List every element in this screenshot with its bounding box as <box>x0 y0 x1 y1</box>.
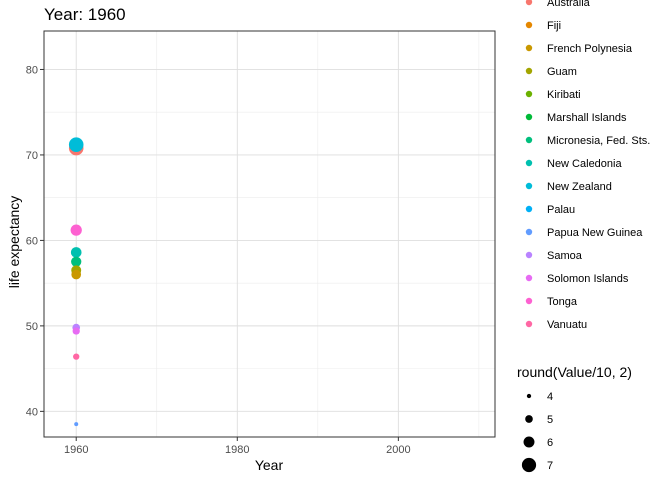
data-point <box>70 247 82 258</box>
panel-border <box>43 30 496 438</box>
legend-key <box>525 67 533 75</box>
data-point <box>71 269 82 280</box>
legend-label: Papua New Guinea <box>547 227 643 239</box>
data-point <box>72 327 80 335</box>
legend-key <box>525 251 533 259</box>
color-legend: Australia Fiji French Polynesia Guam Kiribat… <box>525 0 650 331</box>
legend-label: Marshall Islands <box>547 112 627 124</box>
size-legend-key <box>526 393 532 399</box>
legend-label: Palau <box>547 204 575 216</box>
x-tick-label: 1980 <box>225 444 249 456</box>
legend-key <box>525 182 533 190</box>
legend-key <box>525 44 533 52</box>
legend-label: Tonga <box>547 296 578 308</box>
legend-key <box>525 0 533 6</box>
data-point <box>73 353 80 360</box>
legend-label: Guam <box>547 66 577 78</box>
data-point <box>71 256 82 267</box>
size-legend-key <box>521 457 537 473</box>
size-legend-label: 7 <box>547 460 553 472</box>
size-legend-label: 4 <box>547 391 553 403</box>
x-axis: 1960 1980 2000 <box>64 437 411 456</box>
legend-key <box>525 21 533 29</box>
panel-background <box>44 31 495 437</box>
legend-label: New Caledonia <box>547 158 622 170</box>
legend-label: New Zealand <box>547 181 612 193</box>
y-tick-label: 50 <box>26 321 38 333</box>
data-points <box>68 137 84 427</box>
legend-key <box>525 274 533 282</box>
legend-key <box>525 297 533 305</box>
legend-label: Fiji <box>547 20 561 32</box>
y-tick-label: 60 <box>26 235 38 247</box>
legend-key <box>525 320 533 328</box>
legend-key <box>525 113 533 121</box>
legend-label: Solomon Islands <box>547 273 629 285</box>
size-legend-title: round(Value/10, 2) <box>517 364 632 380</box>
data-point <box>70 224 82 236</box>
legend-label: Samoa <box>547 250 583 262</box>
x-tick-label: 2000 <box>386 444 410 456</box>
data-point <box>68 137 84 152</box>
size-legend-label: 6 <box>547 437 553 449</box>
y-axis-title: life expectancy <box>6 196 22 289</box>
size-legend-key <box>525 415 533 423</box>
y-tick-label: 80 <box>26 64 38 76</box>
legend-key <box>525 136 533 144</box>
size-legend-key <box>523 436 535 448</box>
y-axis: 40 50 60 70 80 <box>26 64 44 418</box>
legend-key <box>525 205 533 213</box>
legend-label: French Polynesia <box>547 43 633 55</box>
x-tick-label: 1960 <box>64 444 88 456</box>
legend-label: Kiribati <box>547 89 581 101</box>
x-axis-title: Year <box>255 457 284 473</box>
chart-title: Year: 1960 <box>44 5 126 24</box>
size-legend: 4 5 6 7 <box>521 391 553 473</box>
plot-panel <box>43 30 496 438</box>
y-tick-label: 40 <box>26 406 38 418</box>
size-legend-label: 5 <box>547 414 553 426</box>
legend-label: Australia <box>547 0 591 9</box>
legend-label: Vanuatu <box>547 319 587 331</box>
legend-key <box>525 90 533 98</box>
data-point <box>74 422 79 427</box>
y-tick-label: 70 <box>26 150 38 162</box>
legend-label: Micronesia, Fed. Sts. <box>547 135 650 147</box>
legend-key <box>525 159 533 167</box>
legend-key <box>525 228 533 236</box>
